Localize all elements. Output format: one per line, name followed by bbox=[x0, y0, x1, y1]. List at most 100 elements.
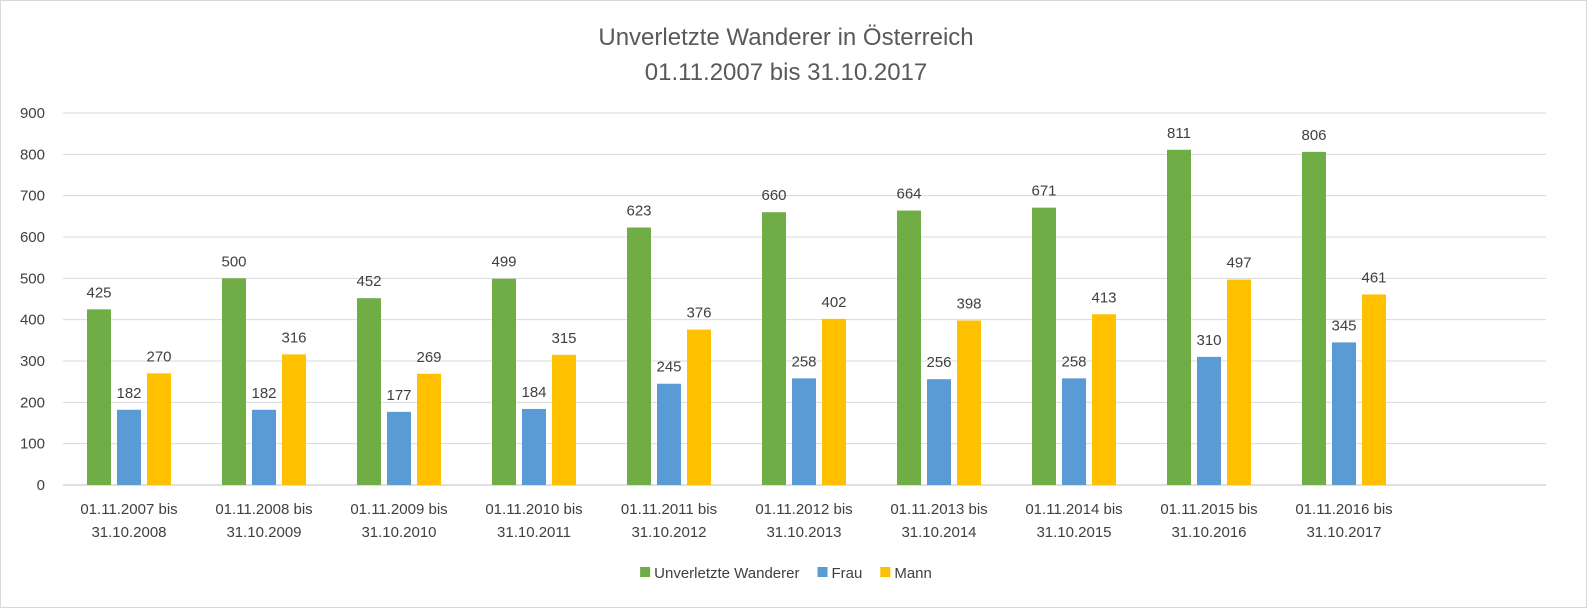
x-tick-label: 31.10.2013 bbox=[766, 524, 841, 541]
data-label: 413 bbox=[1091, 289, 1116, 306]
x-tick-label: 31.10.2010 bbox=[361, 524, 436, 541]
x-tick-label: 01.11.2009 bis bbox=[350, 501, 447, 518]
data-label: 671 bbox=[1031, 183, 1056, 200]
bar bbox=[1092, 314, 1116, 485]
x-tick-label: 31.10.2011 bbox=[497, 524, 571, 541]
x-tick-label: 01.11.2016 bis bbox=[1295, 501, 1392, 518]
bar bbox=[627, 227, 651, 485]
x-tick-label: 31.10.2012 bbox=[631, 524, 706, 541]
data-label: 500 bbox=[221, 253, 246, 270]
data-label: 398 bbox=[956, 295, 981, 312]
x-tick-label: 01.11.2012 bis bbox=[755, 501, 852, 518]
data-label: 660 bbox=[761, 187, 786, 204]
data-label: 425 bbox=[86, 284, 111, 301]
x-tick-label: 31.10.2009 bbox=[226, 524, 301, 541]
y-tick-label: 0 bbox=[37, 477, 45, 494]
data-label: 811 bbox=[1167, 125, 1191, 142]
data-label: 245 bbox=[656, 359, 681, 376]
data-label: 182 bbox=[116, 385, 141, 402]
chart-subtitle: 01.11.2007 bis 31.10.2017 bbox=[645, 59, 927, 86]
bar bbox=[1062, 378, 1086, 485]
data-label: 258 bbox=[791, 353, 816, 370]
y-tick-label: 500 bbox=[20, 270, 45, 287]
y-tick-label: 800 bbox=[20, 146, 45, 163]
bar bbox=[1227, 279, 1251, 485]
y-tick-label: 100 bbox=[20, 436, 45, 453]
legend-label: Unverletzte Wanderer bbox=[654, 565, 799, 582]
legend-label: Frau bbox=[831, 565, 862, 582]
data-label: 269 bbox=[416, 349, 441, 366]
x-tick-label: 01.11.2014 bis bbox=[1025, 501, 1122, 518]
bar bbox=[957, 320, 981, 485]
bar bbox=[357, 298, 381, 485]
data-label: 270 bbox=[146, 348, 171, 365]
bar bbox=[552, 354, 576, 485]
bar bbox=[762, 212, 786, 485]
bar bbox=[222, 278, 246, 485]
bar bbox=[147, 373, 171, 485]
data-label: 258 bbox=[1061, 353, 1086, 370]
y-tick-label: 600 bbox=[20, 229, 45, 246]
y-tick-label: 700 bbox=[20, 188, 45, 205]
y-tick-label: 300 bbox=[20, 353, 45, 370]
x-tick-label: 01.11.2011 bis bbox=[621, 501, 717, 518]
labels-layer: 425 182 270 01.11.2007 bis 31.10.2008 500 182 3… bbox=[80, 125, 1392, 541]
bar bbox=[117, 409, 141, 485]
x-tick-label: 01.11.2010 bis bbox=[485, 501, 582, 518]
y-tick-label: 400 bbox=[20, 312, 45, 329]
bar bbox=[1302, 151, 1326, 485]
chart-title: Unverletzte Wanderer in Österreich bbox=[598, 24, 973, 51]
bar bbox=[792, 378, 816, 485]
data-label: 497 bbox=[1226, 255, 1251, 272]
bar bbox=[417, 373, 441, 485]
data-label: 316 bbox=[281, 329, 306, 346]
x-tick-label: 01.11.2013 bis bbox=[890, 501, 987, 518]
data-label: 184 bbox=[521, 384, 546, 401]
x-tick-label: 31.10.2017 bbox=[1306, 524, 1381, 541]
data-label: 402 bbox=[821, 294, 846, 311]
bar bbox=[1167, 149, 1191, 485]
x-tick-label: 31.10.2014 bbox=[901, 524, 976, 541]
legend-swatch bbox=[880, 567, 891, 577]
legend: Unverletzte Wanderer Frau Mann bbox=[640, 565, 932, 582]
legend-swatch bbox=[817, 567, 828, 577]
x-tick-label: 31.10.2008 bbox=[91, 524, 166, 541]
x-tick-label: 01.11.2008 bis bbox=[215, 501, 312, 518]
bars-layer bbox=[87, 149, 1386, 486]
bar bbox=[282, 354, 306, 485]
x-tick-label: 31.10.2015 bbox=[1036, 524, 1111, 541]
legend-label: Mann bbox=[894, 565, 932, 582]
bar bbox=[1032, 207, 1056, 486]
bar bbox=[522, 408, 546, 485]
bar bbox=[1362, 294, 1386, 485]
data-label: 310 bbox=[1196, 332, 1221, 349]
x-tick-label: 01.11.2007 bis bbox=[80, 501, 177, 518]
data-label: 461 bbox=[1361, 269, 1386, 286]
bar bbox=[1197, 356, 1221, 485]
data-label: 315 bbox=[551, 330, 576, 347]
data-label: 345 bbox=[1331, 317, 1356, 334]
data-label: 664 bbox=[896, 186, 921, 203]
bar bbox=[657, 383, 681, 485]
bar bbox=[1332, 342, 1356, 485]
data-label: 182 bbox=[251, 385, 276, 402]
bar bbox=[492, 278, 516, 485]
bar bbox=[87, 309, 111, 485]
y-tick-label: 200 bbox=[20, 394, 45, 411]
bar bbox=[897, 210, 921, 485]
bar bbox=[252, 409, 276, 485]
x-tick-label: 01.11.2015 bis bbox=[1160, 501, 1257, 518]
y-tick-label: 900 bbox=[20, 105, 45, 122]
data-label: 177 bbox=[386, 387, 411, 404]
bar bbox=[822, 318, 846, 485]
data-label: 623 bbox=[626, 202, 651, 219]
x-tick-label: 31.10.2016 bbox=[1171, 524, 1246, 541]
data-label: 376 bbox=[686, 305, 711, 322]
bar bbox=[687, 329, 711, 485]
legend-swatch bbox=[640, 567, 651, 577]
data-label: 256 bbox=[926, 354, 951, 371]
bar bbox=[927, 379, 951, 485]
data-label: 806 bbox=[1301, 127, 1326, 144]
